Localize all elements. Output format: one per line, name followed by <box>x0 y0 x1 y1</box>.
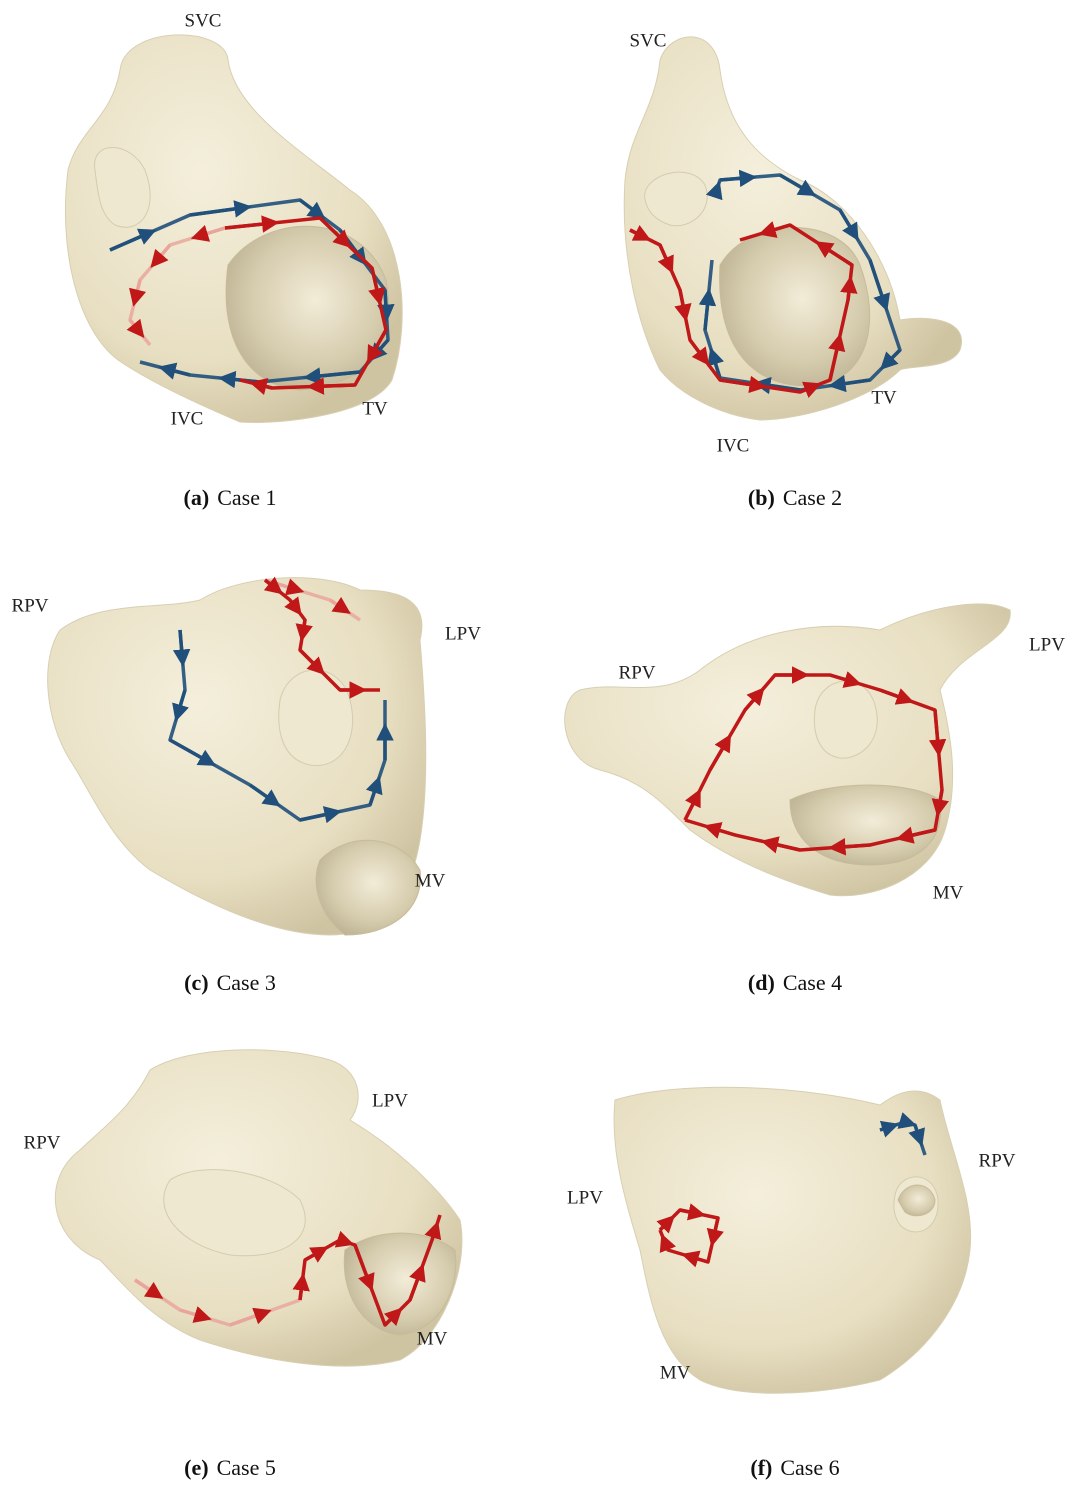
caption-letter: (c) <box>184 970 208 995</box>
anatomy-label: IVC <box>171 408 204 429</box>
panel: SVC IVC TV (b) Case 2 <box>624 30 961 510</box>
blue-path-arrow <box>905 1122 910 1124</box>
caption-letter: (d) <box>748 970 775 995</box>
caption: (b) Case 2 <box>748 485 842 510</box>
red-path-arrow <box>314 385 356 387</box>
red-path-arrow <box>303 620 306 635</box>
blue-path-arrow <box>385 290 387 315</box>
caption: (f) Case 6 <box>750 1455 839 1480</box>
anatomy-label: RPV <box>12 595 49 616</box>
red-path-arrow <box>340 1240 348 1243</box>
valve-opening <box>316 840 420 935</box>
anatomy-label: RPV <box>24 1132 61 1153</box>
caption-text: Case 3 <box>217 970 276 995</box>
anatomy-label: MV <box>660 1362 691 1383</box>
caption-text: Case 4 <box>783 970 842 995</box>
anatomy-label: MV <box>417 1328 448 1349</box>
caption: (a) Case 1 <box>184 485 277 510</box>
caption: (c) Case 3 <box>184 970 276 995</box>
caption-letter: (f) <box>750 1455 772 1480</box>
red-path-arrow <box>300 1280 303 1300</box>
anatomy-label: LPV <box>567 1187 603 1208</box>
anatomy-label: TV <box>362 398 388 419</box>
anatomy-label: SVC <box>185 10 222 31</box>
panel: SVC IVC TV (a) Case 1 <box>65 10 402 510</box>
panel: RPV LPV MV (d) Case 4 <box>565 604 1066 995</box>
caption-letter: (b) <box>748 485 775 510</box>
anatomy-label: LPV <box>445 623 481 644</box>
anatomy-label: TV <box>871 387 897 408</box>
heart-surface <box>565 604 1011 896</box>
panel: RPV LPV MV (c) Case 3 <box>12 578 482 995</box>
blue-path-arrow <box>715 188 718 196</box>
panel: RPV LPV MV (e) Case 5 <box>24 1050 462 1480</box>
anatomy-label: LPV <box>372 1090 408 1111</box>
red-path-arrow <box>848 283 850 301</box>
anatomy-label: RPV <box>979 1150 1016 1171</box>
surface-bulge <box>279 670 353 766</box>
caption-text: Case 5 <box>217 1455 276 1480</box>
figure: SVCIVCTV(a)Case 1SVCIVCTV(b)Case 2RPVLPV… <box>0 0 1076 1486</box>
red-path-arrow <box>835 845 870 848</box>
anatomy-label: MV <box>415 870 446 891</box>
caption-letter: (e) <box>184 1455 208 1480</box>
anatomy-label: RPV <box>619 662 656 683</box>
blue-path-arrow <box>180 630 183 660</box>
caption-text: Case 1 <box>217 485 276 510</box>
caption-text: Case 2 <box>783 485 842 510</box>
caption-text: Case 6 <box>780 1455 839 1480</box>
caption: (d) Case 4 <box>748 970 842 995</box>
caption: (e) Case 5 <box>184 1455 276 1480</box>
blue-path-arrow <box>720 178 750 181</box>
anatomy-label: SVC <box>630 30 667 51</box>
anatomy-label: LPV <box>1029 634 1065 655</box>
panel: LPV RPV MV (f) Case 6 <box>567 1087 1016 1480</box>
page: {"panels": [ {"letter": "(a)", "caption"… <box>0 0 1076 1486</box>
anatomy-label: IVC <box>717 435 750 456</box>
caption-letter: (a) <box>184 485 210 510</box>
surface-bulge <box>814 681 877 758</box>
anatomy-label: MV <box>933 882 964 903</box>
